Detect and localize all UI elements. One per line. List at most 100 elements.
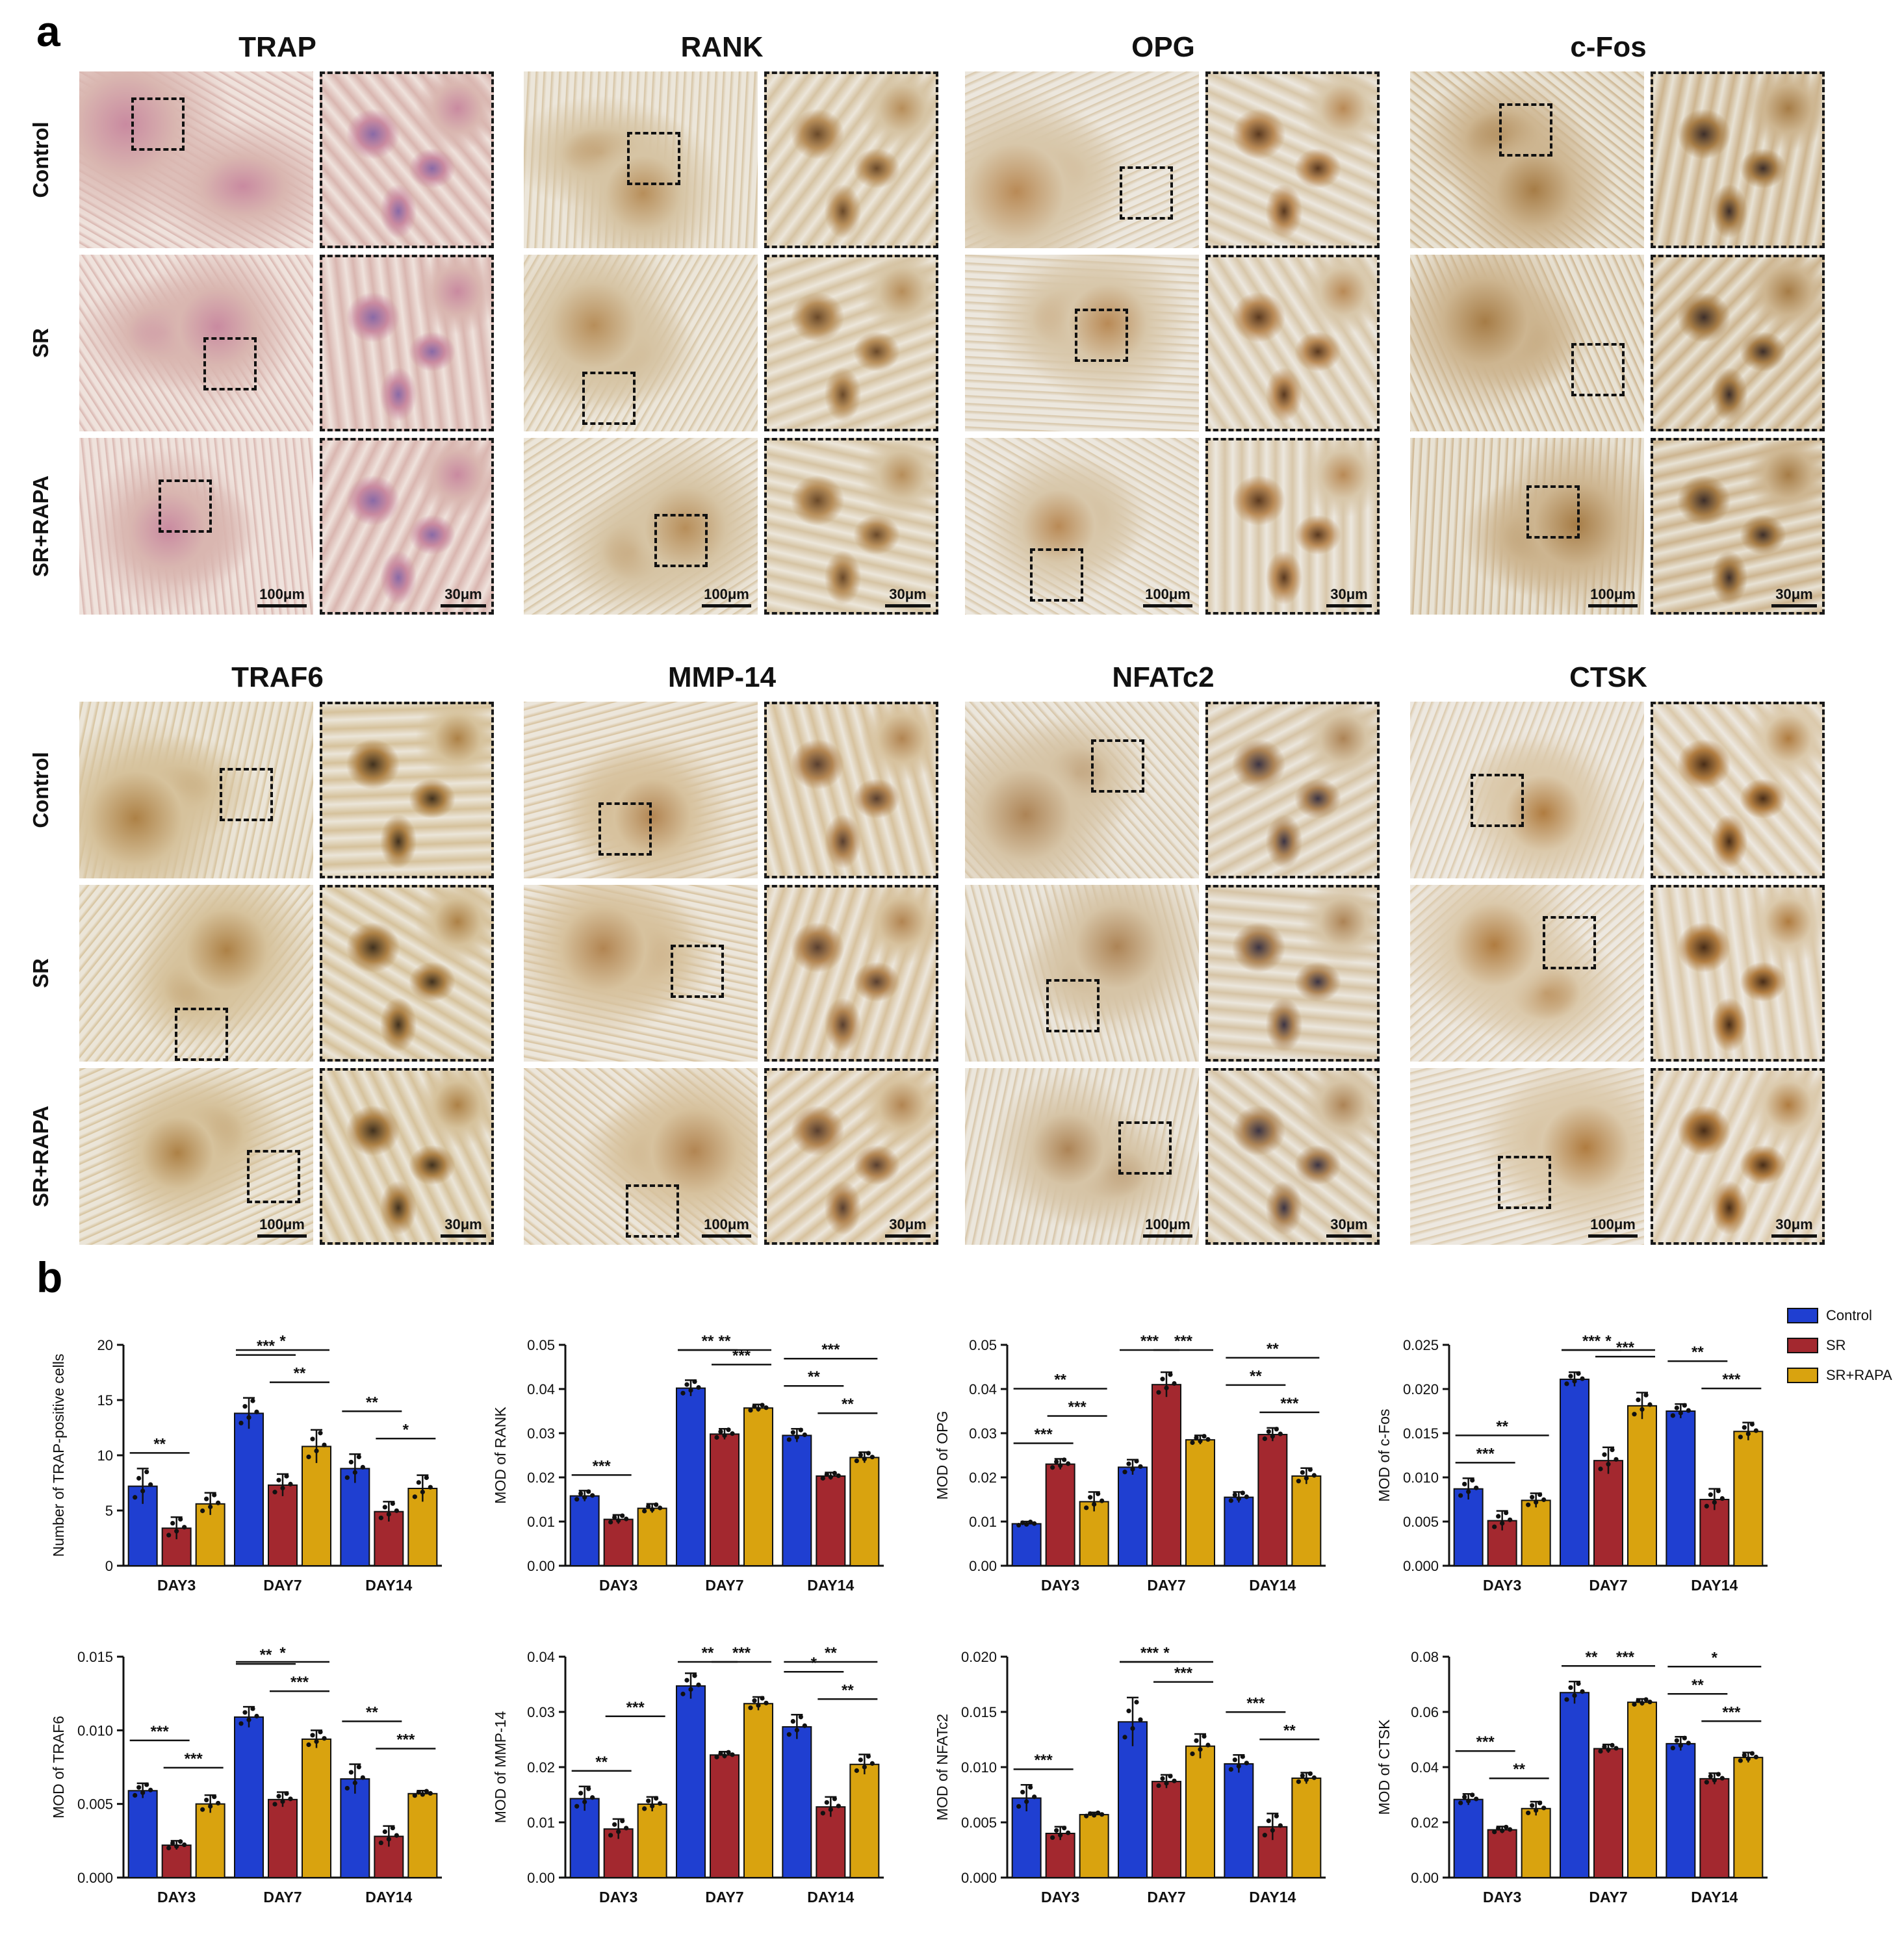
data-point bbox=[1205, 1742, 1211, 1748]
data-point bbox=[428, 1791, 433, 1796]
row-label-sr: SR bbox=[29, 328, 53, 358]
data-point bbox=[798, 1427, 803, 1433]
data-point bbox=[1580, 1689, 1585, 1694]
y-tick-label: 0.02 bbox=[1411, 1815, 1439, 1831]
data-point bbox=[869, 1761, 875, 1766]
bar-sr-rapa bbox=[1733, 1431, 1764, 1566]
data-point bbox=[344, 1785, 350, 1791]
data-point bbox=[1602, 1744, 1607, 1750]
overview-image bbox=[1410, 1068, 1644, 1245]
bar-sr bbox=[161, 1844, 192, 1878]
data-point bbox=[688, 1388, 693, 1393]
data-point bbox=[348, 1770, 354, 1775]
overview-image bbox=[1410, 702, 1644, 878]
bar-sr bbox=[1593, 1460, 1623, 1566]
data-point bbox=[658, 1801, 663, 1806]
bar-chart-7: 0.00 0.02 0.04 0.06 0.08 MOD of CTSK DAY3 DAY7 D… bbox=[1376, 1648, 1768, 1906]
zoom-image bbox=[764, 885, 938, 1062]
data-point bbox=[696, 1384, 701, 1390]
data-point bbox=[820, 1811, 825, 1816]
data-point bbox=[1526, 1502, 1531, 1507]
significance-label: *** bbox=[1722, 1371, 1741, 1388]
bar-control bbox=[676, 1685, 706, 1879]
data-point bbox=[582, 1495, 587, 1500]
significance-label: *** bbox=[290, 1674, 309, 1691]
data-point bbox=[1198, 1438, 1203, 1444]
y-tick-label: 0.04 bbox=[527, 1649, 555, 1665]
data-point bbox=[1614, 1746, 1619, 1751]
data-point bbox=[836, 1804, 841, 1809]
y-axis-label: Number of TRAP-positive cells bbox=[50, 1354, 67, 1557]
data-point bbox=[620, 1818, 625, 1824]
data-point bbox=[1564, 1697, 1569, 1702]
data-point bbox=[798, 1715, 803, 1720]
data-point bbox=[1240, 1490, 1245, 1496]
data-point bbox=[1122, 1735, 1127, 1740]
significance-label: ** bbox=[842, 1681, 854, 1699]
legend-item-control: Control bbox=[1787, 1307, 1872, 1324]
data-point bbox=[1686, 1408, 1691, 1413]
data-point bbox=[836, 1473, 841, 1479]
data-point bbox=[608, 1520, 613, 1525]
stain-title-nfatc2: NFATc2 bbox=[1112, 661, 1215, 693]
data-point bbox=[1262, 1436, 1267, 1442]
bar-sr-rapa bbox=[637, 1507, 667, 1567]
data-point bbox=[412, 1494, 417, 1499]
scale-bar-overview: 100μm bbox=[257, 1216, 307, 1238]
stain-title-traf6: TRAF6 bbox=[231, 661, 324, 693]
data-point bbox=[794, 1728, 799, 1733]
bar-chart-3: 0.000 0.005 0.010 0.015 0.020 0.025 MOD of c-F… bbox=[1376, 1332, 1768, 1594]
data-point bbox=[246, 1415, 251, 1420]
y-axis-label: MOD of OPG bbox=[934, 1411, 951, 1500]
data-point bbox=[204, 1797, 209, 1803]
significance-label: * bbox=[1712, 1649, 1718, 1666]
data-point bbox=[1462, 1794, 1467, 1800]
y-tick-label: 0.020 bbox=[961, 1649, 997, 1665]
y-tick-label: 0.005 bbox=[961, 1815, 997, 1831]
data-point bbox=[1304, 1475, 1309, 1481]
data-point bbox=[794, 1434, 799, 1440]
zoom-image bbox=[320, 438, 494, 615]
data-point bbox=[1244, 1761, 1249, 1766]
data-point bbox=[1640, 1407, 1645, 1412]
data-point bbox=[140, 1790, 146, 1795]
data-point bbox=[654, 1502, 659, 1507]
y-tick-label: 0.015 bbox=[1403, 1425, 1439, 1442]
bar-sr bbox=[1487, 1829, 1517, 1879]
data-point bbox=[1236, 1763, 1241, 1769]
data-point bbox=[1753, 1754, 1758, 1760]
significance-label: *** bbox=[593, 1457, 611, 1475]
data-point bbox=[1682, 1735, 1687, 1740]
scale-bar-overview: 100μm bbox=[1588, 1216, 1638, 1238]
bar-control bbox=[1560, 1692, 1589, 1878]
scale-bar-overview: 100μm bbox=[1143, 586, 1192, 607]
data-point bbox=[1130, 1726, 1135, 1731]
data-point bbox=[1266, 1429, 1271, 1434]
x-tick-label: DAY14 bbox=[1691, 1889, 1738, 1906]
bar-control bbox=[127, 1790, 158, 1878]
bar-control bbox=[1224, 1496, 1254, 1567]
overview-image bbox=[1410, 71, 1644, 248]
y-tick-label: 0.020 bbox=[1403, 1381, 1439, 1397]
bar-chart-5: 0.00 0.01 0.02 0.03 0.04 MOD of MMP-14 DAY3 DAY… bbox=[492, 1644, 884, 1906]
data-point bbox=[424, 1475, 429, 1481]
significance-label: *** bbox=[1140, 1644, 1159, 1662]
x-tick-label: DAY7 bbox=[1589, 1889, 1627, 1906]
data-point bbox=[756, 1703, 761, 1708]
data-point bbox=[858, 1757, 863, 1763]
y-tick-label: 0.00 bbox=[527, 1870, 555, 1886]
data-point bbox=[148, 1482, 153, 1487]
data-point bbox=[1058, 1463, 1063, 1468]
bar-control bbox=[234, 1716, 264, 1878]
significance-label: ** bbox=[366, 1394, 378, 1411]
data-point bbox=[608, 1833, 613, 1838]
data-point bbox=[348, 1459, 354, 1465]
data-point bbox=[1534, 1808, 1539, 1813]
inset-region-box bbox=[626, 1184, 679, 1238]
data-point bbox=[1708, 1492, 1713, 1498]
data-point bbox=[310, 1436, 315, 1442]
data-point bbox=[1500, 1828, 1505, 1833]
bar-sr-rapa bbox=[1079, 1501, 1109, 1566]
x-tick-label: DAY14 bbox=[365, 1577, 412, 1594]
zoom-image bbox=[764, 438, 938, 615]
